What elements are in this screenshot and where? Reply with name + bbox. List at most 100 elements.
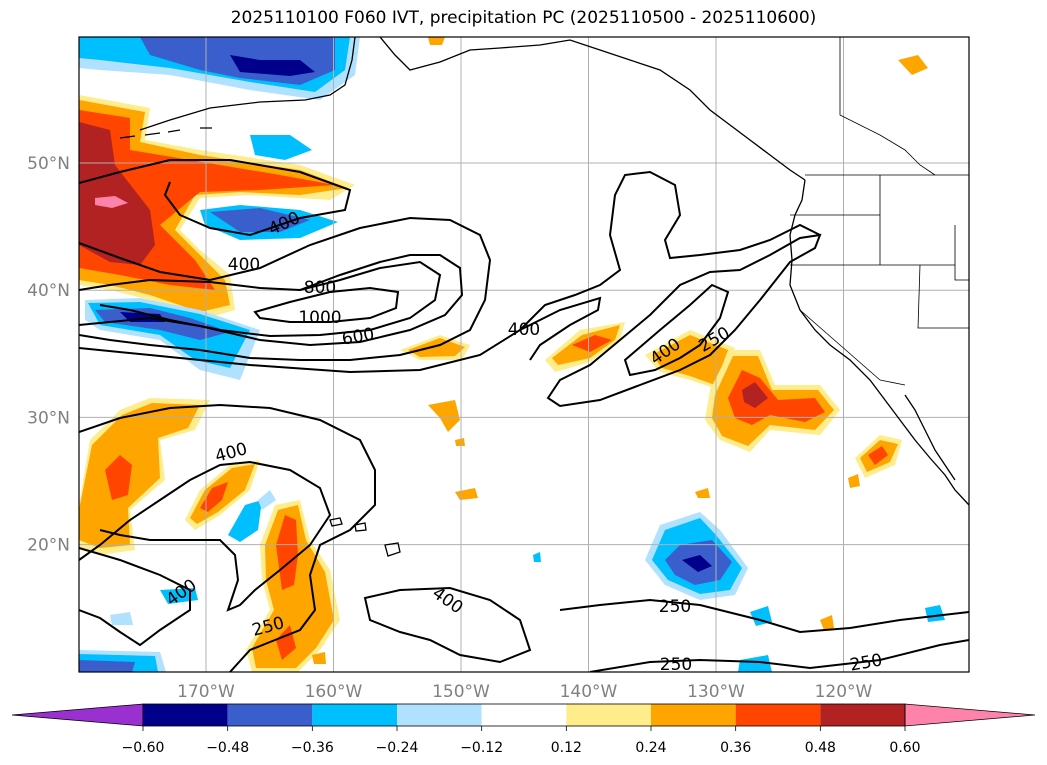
lon-tick-label: 170°W <box>177 682 235 702</box>
pos-anomaly-region <box>455 488 478 500</box>
pos-anomaly-region <box>408 338 465 357</box>
neg-anomaly-region <box>738 655 772 672</box>
pos-anomaly-region <box>95 196 128 208</box>
pos-anomaly-region <box>572 335 612 352</box>
axis-ticks: 170°W 160°W 150°W 140°W 130°W 120°W 50°N 40°N 30… <box>27 154 872 702</box>
ivt-contour-600 <box>79 254 464 347</box>
colorbar-segment <box>481 704 567 726</box>
pos-anomaly-region <box>848 474 860 488</box>
contour-label: 1000 <box>298 308 341 328</box>
state-borders <box>790 175 969 386</box>
colorbar-segment <box>312 704 397 726</box>
colorbar-segment <box>143 704 228 726</box>
pos-anomaly-region <box>252 505 334 668</box>
aleutian-islands <box>119 127 212 139</box>
colorbar-tick-label: 0.24 <box>635 740 666 756</box>
baja-california-coast <box>904 394 956 481</box>
pos-anomaly-region <box>868 446 888 465</box>
map-title: 2025110100 F060 IVT, precipitation PC (2… <box>230 8 817 28</box>
coastlines <box>119 37 969 557</box>
neg-anomaly-region <box>682 555 712 572</box>
lon-tick-label: 150°W <box>432 682 490 702</box>
ivt-contour-250-east <box>559 598 969 634</box>
neg-anomaly-region <box>228 500 262 542</box>
ivt-contour-400-se <box>363 586 532 664</box>
ivt-contour-400 <box>79 216 492 361</box>
alaska-canada-border <box>839 37 936 176</box>
ivt-contour-1000 <box>253 286 400 323</box>
colorbar-segment <box>227 704 313 726</box>
neg-anomaly-region <box>230 55 315 76</box>
gulf-of-alaska-coast <box>379 37 806 181</box>
contour-label: 250 <box>660 655 692 675</box>
colorbar-segment <box>651 704 736 726</box>
contour-label: 250 <box>659 597 691 617</box>
ivt-contour-400-loop <box>623 283 730 377</box>
precipitation-shading <box>79 37 945 672</box>
contour-label: 400 <box>228 255 260 275</box>
lon-tick-label: 130°W <box>687 682 745 702</box>
pos-anomaly-region <box>455 438 465 446</box>
neg-anomaly-region <box>110 612 133 625</box>
pos-anomaly-region <box>312 652 326 664</box>
lat-tick-label: 50°N <box>27 154 70 174</box>
pos-anomaly-region <box>105 455 132 500</box>
pos-anomaly-region <box>276 515 298 590</box>
colorbar-tick-label: 0.36 <box>720 740 751 756</box>
colorbar-tick-label: 0.12 <box>551 740 582 756</box>
lon-tick-label: 120°W <box>815 682 873 702</box>
pos-anomaly-region <box>742 382 768 408</box>
pos-anomaly-region <box>79 122 155 265</box>
pos-anomaly-region <box>428 400 460 432</box>
political-borders <box>790 37 969 386</box>
contour-label: 400 <box>163 575 201 610</box>
colorbar-frame <box>142 703 906 727</box>
neg-anomaly-region <box>160 588 198 604</box>
colorbar-extend-low <box>11 703 144 727</box>
colorbar-segment <box>820 704 905 726</box>
pos-anomaly-region <box>428 37 445 45</box>
lat-tick-label: 30°N <box>27 408 70 428</box>
colorbar-tick-label: −0.36 <box>291 740 334 756</box>
lon-tick-label: 140°W <box>560 682 618 702</box>
ivt-contour-250-plume <box>519 170 821 331</box>
colorbar-tick-label: 0.48 <box>805 740 836 756</box>
neg-anomaly-region <box>250 135 312 160</box>
contour-label: 600 <box>340 324 375 349</box>
neg-anomaly-region <box>258 490 276 510</box>
colorbar-tick-label: 0.60 <box>889 740 920 756</box>
lat-tick-label: 20°N <box>27 536 70 556</box>
north-america-west-coast <box>789 179 969 506</box>
pos-anomaly-region <box>200 482 228 512</box>
pos-anomaly-region <box>79 403 200 548</box>
colorbar-tick-label: −0.60 <box>122 740 165 756</box>
colorbar-tick-label: −0.48 <box>206 740 249 756</box>
contour-label: 800 <box>304 278 336 298</box>
ivt-contours <box>79 159 969 672</box>
pos-anomaly-region <box>820 615 834 630</box>
colorbar-tick-label: −0.24 <box>376 740 419 756</box>
lat-tick-label: 40°N <box>27 281 70 301</box>
contour-label: 400 <box>508 320 540 340</box>
colorbar-segment <box>566 704 651 726</box>
neg-anomaly-region <box>925 605 945 622</box>
pos-anomaly-region <box>695 488 710 498</box>
ivt-contour-250-bottom <box>589 639 969 672</box>
hawaii-islands <box>329 517 401 557</box>
neg-anomaly-region <box>533 552 541 562</box>
ivt-contour-400-lower <box>79 547 191 647</box>
colorbar-segment <box>397 704 482 726</box>
pos-anomaly-region <box>652 335 728 385</box>
plot-frame <box>78 36 970 673</box>
colorbar-tick-label: −0.12 <box>460 740 503 756</box>
colorbar-extend-high <box>904 703 1036 727</box>
neg-anomaly-region <box>79 660 135 672</box>
pos-anomaly-region <box>898 55 928 75</box>
colorbar-segment <box>735 704 821 726</box>
lon-tick-label: 160°W <box>305 682 363 702</box>
colorbar: −0.60 −0.48 −0.36 −0.24 −0.12 0.12 0.24 0.36 0.4… <box>11 703 1036 756</box>
ivt-contour-400-south <box>79 460 332 612</box>
alaska-coast <box>139 37 356 131</box>
ivt-contour-400-north <box>79 159 352 237</box>
